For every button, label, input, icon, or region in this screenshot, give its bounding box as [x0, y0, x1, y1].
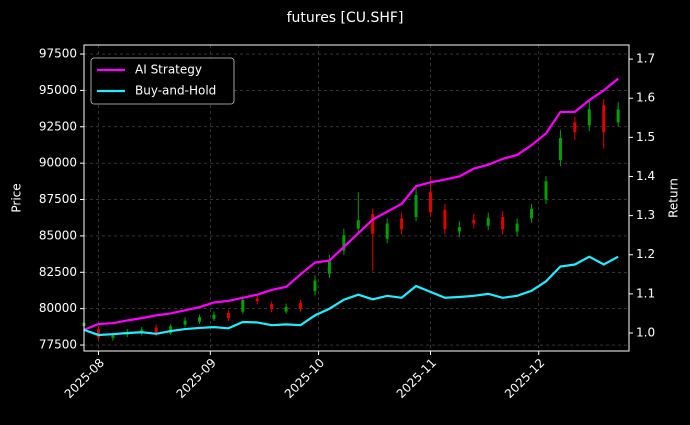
candle-body [284, 306, 288, 312]
candle-body [587, 109, 591, 126]
y-tick-label: 97500 [39, 47, 77, 61]
y2-tick-label: 1.4 [636, 169, 655, 183]
y-tick-label: 92500 [39, 119, 77, 133]
x-tick-label: 2025-08 [62, 356, 107, 401]
y-tick-label: 80000 [39, 301, 77, 315]
plot-frame [83, 44, 630, 352]
candle-body [197, 317, 201, 322]
candle-body [616, 109, 620, 123]
y-tick-label: 77500 [39, 338, 77, 352]
candle-body [515, 223, 519, 232]
candle-body [356, 220, 360, 229]
series-line [83, 77, 619, 331]
y2-tick-label: 1.6 [636, 91, 655, 105]
candle-body [573, 122, 577, 133]
y-tick-label: 95000 [39, 83, 77, 97]
candle-body [486, 217, 490, 226]
candle-body [169, 326, 173, 334]
legend-label: AI Strategy [135, 63, 202, 77]
x-tick-label: 2025-11 [394, 356, 439, 401]
y-tick-label: 85000 [39, 228, 77, 242]
candle-body [472, 219, 476, 224]
y2-tick-label: 1.0 [636, 326, 655, 340]
candle-body [183, 320, 187, 325]
candle-body [371, 214, 375, 234]
y2-tick-label: 1.2 [636, 247, 655, 261]
candle-body [96, 329, 100, 338]
candle-body [270, 304, 274, 310]
series-line [83, 255, 619, 337]
y2-tick-label: 1.1 [636, 286, 655, 300]
candle-body [154, 327, 158, 335]
candle-body [501, 216, 505, 230]
candle-body [255, 298, 259, 302]
y-tick-label: 87500 [39, 192, 77, 206]
y2-tick-label: 1.5 [636, 130, 655, 144]
candle-body [385, 223, 389, 239]
candle-body [226, 313, 230, 319]
x-tick-label: 2025-09 [174, 356, 219, 401]
candle-body [443, 209, 447, 230]
y-axis-label: Price [10, 183, 24, 212]
candle-body [241, 299, 245, 312]
legend-box [90, 57, 235, 105]
x-tick-label: 2025-10 [282, 356, 327, 401]
candle-body [400, 218, 404, 230]
chart-title: futures [CU.SHF] [287, 10, 404, 26]
candle-body [544, 181, 548, 200]
candle-body [327, 261, 331, 274]
candle-body [299, 302, 303, 310]
candle-body [602, 104, 606, 133]
candle-body [414, 195, 418, 217]
y2-tick-label: 1.3 [636, 208, 655, 222]
candle-body [342, 235, 346, 251]
candle-body [428, 192, 432, 213]
y-tick-label: 90000 [39, 156, 77, 170]
candle-body [530, 208, 534, 219]
y-tick-label: 82500 [39, 265, 77, 279]
y2-tick-label: 1.7 [636, 52, 655, 66]
x-tick-label: 2025-12 [502, 356, 547, 401]
candle-body [457, 227, 461, 232]
candle-body [313, 280, 317, 292]
legend-label: Buy-and-Hold [135, 84, 216, 98]
candle-body [212, 314, 216, 319]
candle-body [111, 335, 115, 338]
candle-body [558, 137, 562, 161]
y2-axis-label: Return [667, 178, 681, 218]
